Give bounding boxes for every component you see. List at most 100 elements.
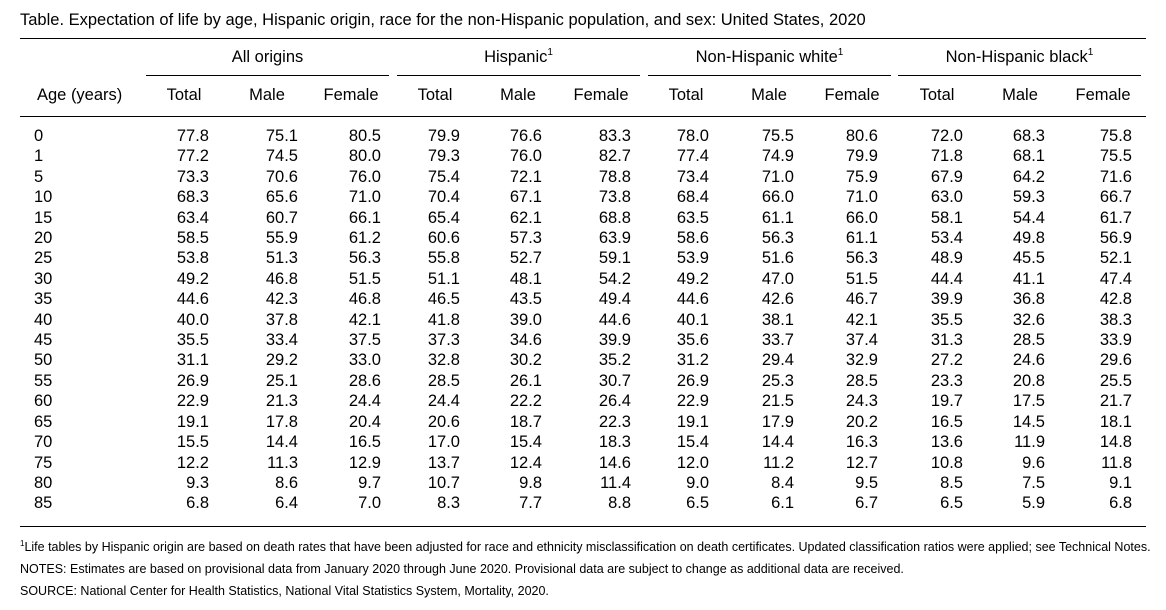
age-cell: 55 (34, 371, 53, 390)
value-cell: 19.1 (176, 412, 209, 431)
group-rule (898, 75, 1141, 76)
value-cell: 31.1 (176, 351, 209, 370)
value-cell: 11.2 (763, 453, 794, 472)
value-cell: 47.0 (761, 269, 794, 288)
value-cell: 51.1 (427, 269, 460, 288)
value-cell: 6.5 (940, 494, 963, 513)
value-cell: 47.4 (1099, 269, 1132, 288)
value-cell: 22.9 (676, 392, 709, 411)
value-cell: 36.8 (1012, 290, 1045, 309)
row-padding (1132, 167, 1166, 187)
footnote-marker: 1 (1087, 47, 1094, 58)
value-cell: 53.9 (676, 249, 709, 268)
value-cell: 37.4 (845, 331, 878, 350)
value-cell: 20.4 (348, 412, 381, 431)
value-cell: 56.3 (761, 229, 794, 248)
value-cell: 9.8 (519, 473, 542, 492)
value-cell: 25.1 (265, 371, 298, 390)
value-cell: 41.8 (427, 310, 460, 329)
subcolumn-label: Female (573, 86, 629, 104)
value-cell: 82.7 (598, 147, 631, 166)
value-cell: 38.3 (1099, 310, 1132, 329)
age-cell: 30 (34, 269, 53, 288)
value-cell: 28.5 (845, 371, 878, 390)
value-cell: 67.1 (509, 188, 542, 207)
value-cell: 51.5 (348, 269, 381, 288)
value-cell: 54.2 (598, 269, 631, 288)
value-cell: 41.1 (1012, 269, 1045, 288)
value-cell: 35.5 (176, 331, 209, 350)
value-cell: 24.4 (348, 392, 381, 411)
age-cell: 70 (34, 433, 53, 452)
value-cell: 62.1 (509, 208, 542, 227)
value-cell: 58.6 (676, 229, 709, 248)
value-cell: 6.5 (686, 494, 709, 513)
table-row: 35 44.6 42.3 46.8 46.5 43.5 49.4 44.6 42.6 46.7 39… (0, 289, 1166, 309)
value-cell: 38.1 (761, 310, 794, 329)
value-cell: 33.7 (761, 331, 794, 350)
value-cell: 6.7 (855, 494, 878, 513)
value-cell: 54.4 (1012, 208, 1045, 227)
value-cell: 24.6 (1012, 351, 1045, 370)
row-padding (1132, 310, 1166, 330)
value-cell: 44.6 (176, 290, 209, 309)
value-cell: 63.4 (176, 208, 209, 227)
value-cell: 17.9 (761, 412, 794, 431)
value-cell: 68.8 (598, 208, 631, 227)
table-row: 5 73.3 70.6 76.0 75.4 72.1 78.8 73.4 71.0 75.9 67.… (0, 167, 1166, 187)
row-padding (1132, 391, 1166, 411)
value-cell: 73.8 (598, 188, 631, 207)
value-cell: 33.4 (265, 331, 298, 350)
value-cell: 72.0 (930, 127, 963, 145)
value-cell: 22.9 (176, 392, 209, 411)
group-rule (648, 75, 891, 76)
row-padding (1132, 493, 1166, 513)
value-cell: 24.3 (845, 392, 878, 411)
value-cell: 68.1 (1012, 147, 1045, 166)
value-cell: 21.7 (1099, 392, 1132, 411)
value-cell: 32.9 (845, 351, 878, 370)
value-cell: 22.2 (509, 392, 542, 411)
value-cell: 15.4 (676, 433, 709, 452)
value-cell: 60.7 (265, 208, 298, 227)
value-cell: 61.1 (761, 208, 794, 227)
value-cell: 35.6 (676, 331, 709, 350)
table-row: 10 68.3 65.6 71.0 70.4 67.1 73.8 68.4 66.0 71.0 63… (0, 187, 1166, 207)
age-cell: 80 (34, 473, 53, 492)
value-cell: 37.5 (348, 331, 381, 350)
table-row: 85 6.8 6.4 7.0 8.3 7.7 8.8 6.5 6.1 6.7 6.5 5.9 6.8 (0, 493, 1166, 513)
value-cell: 14.5 (1012, 412, 1045, 431)
value-cell: 57.3 (509, 229, 542, 248)
row-padding (1132, 126, 1166, 146)
value-cell: 56.3 (348, 249, 381, 268)
age-cell: 1 (34, 147, 44, 166)
value-cell: 42.1 (845, 310, 878, 329)
age-cell: 10 (34, 188, 53, 207)
value-cell: 46.8 (265, 269, 298, 288)
value-cell: 19.1 (676, 412, 709, 431)
value-cell: 78.8 (598, 167, 631, 186)
value-cell: 7.0 (358, 494, 381, 513)
value-cell: 70.4 (427, 188, 460, 207)
value-cell: 16.5 (930, 412, 963, 431)
value-cell: 6.4 (275, 494, 298, 513)
value-cell: 15.5 (176, 433, 209, 452)
value-cell: 55.9 (265, 229, 298, 248)
value-cell: 80.6 (845, 127, 878, 145)
notes-text: NOTES: Estimates are based on provisiona… (20, 562, 904, 576)
value-cell: 46.5 (427, 290, 460, 309)
value-cell: 49.8 (1012, 229, 1045, 248)
value-cell: 66.1 (348, 208, 381, 227)
value-cell: 14.8 (1099, 433, 1132, 452)
value-cell: 6.8 (186, 494, 209, 513)
value-cell: 53.8 (176, 249, 209, 268)
table-row: 1 77.2 74.5 80.0 79.3 76.0 82.7 77.4 74.9 79.9 71.… (0, 146, 1166, 166)
value-cell: 35.5 (930, 310, 963, 329)
value-cell: 26.1 (509, 371, 542, 390)
value-cell: 68.3 (1012, 127, 1045, 145)
group-label-text: Non-Hispanic white (695, 48, 838, 66)
table-row: 80 9.3 8.6 9.7 10.7 9.8 11.4 9.0 8.4 9.5 8.5 7.5 9.1 (0, 473, 1166, 493)
value-cell: 25.3 (761, 371, 794, 390)
subcolumn-label: Total (919, 86, 955, 104)
